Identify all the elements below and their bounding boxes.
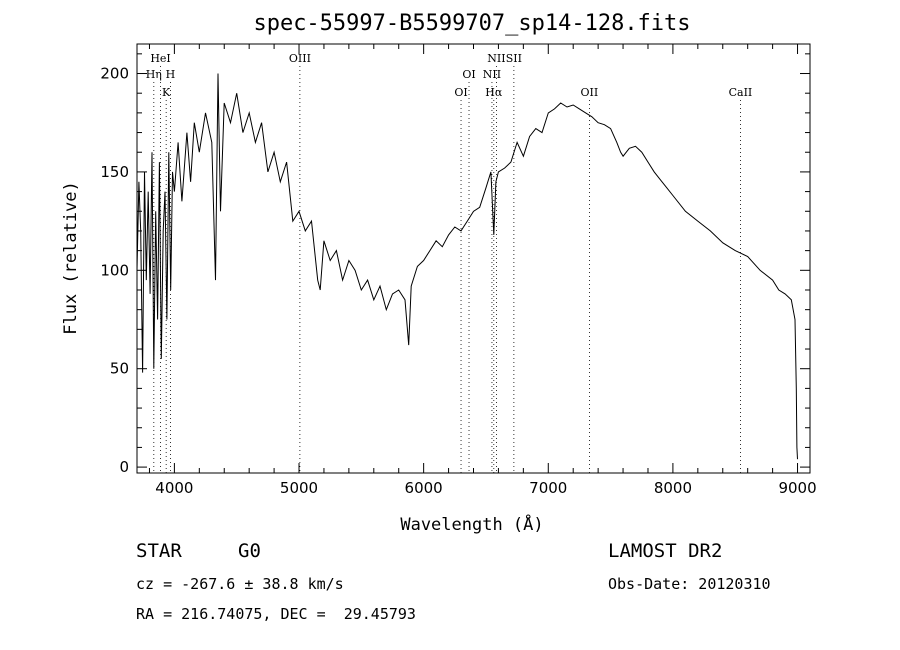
x-tick-label: 7000 <box>529 479 567 497</box>
x-tick-label: 4000 <box>155 479 193 497</box>
x-axis-label: Wavelength (Å) <box>400 513 543 535</box>
object-class: STAR <box>136 540 182 562</box>
plot-frame <box>136 43 811 474</box>
x-tick-label: 5000 <box>280 479 318 497</box>
spectrum-line <box>136 73 798 460</box>
spectral-line-label: OI <box>462 68 475 81</box>
spectral-line-label: NII <box>487 52 505 65</box>
spectral-line-label: OII <box>581 86 599 99</box>
chart-title: spec-55997-B5599707_sp14-128.fits <box>253 11 690 36</box>
y-tick-label: 150 <box>100 163 129 181</box>
y-tick-label: 50 <box>110 360 129 378</box>
spectral-line-label: Hη <box>146 68 162 81</box>
obs-date: Obs-Date: 20120310 <box>608 575 771 593</box>
y-tick-label: 100 <box>100 261 129 279</box>
redshift-readout: cz = -267.6 ± 38.8 km/s <box>136 575 344 593</box>
spectral-line-label: Hα <box>485 86 503 99</box>
spectral-line-label: H <box>166 68 176 81</box>
spectral-line-label: OI <box>454 86 467 99</box>
x-tick-label: 9000 <box>778 479 816 497</box>
spectral-line-label: HeI <box>150 52 170 65</box>
survey-name: LAMOST DR2 <box>608 540 723 562</box>
spectral-line-label: SII <box>506 52 522 65</box>
spectral-line-label: CaII <box>729 86 753 99</box>
spectral-line-label: K <box>162 86 171 99</box>
axis-ticks: 4000 5000 6000 7000 8000 9000 0 50 100 150 200 <box>100 44 817 497</box>
y-tick-label: 0 <box>119 458 129 476</box>
x-tick-label: 8000 <box>654 479 692 497</box>
spectral-line-label: NII <box>483 68 501 81</box>
spectral-line-label: OIII <box>289 52 311 65</box>
y-tick-label: 200 <box>100 65 129 83</box>
y-axis-label: Flux (relative) <box>61 181 81 335</box>
subclass: G0 <box>238 540 261 562</box>
x-tick-label: 6000 <box>405 479 443 497</box>
coordinates: RA = 216.74075, DEC = 29.45793 <box>136 605 416 623</box>
